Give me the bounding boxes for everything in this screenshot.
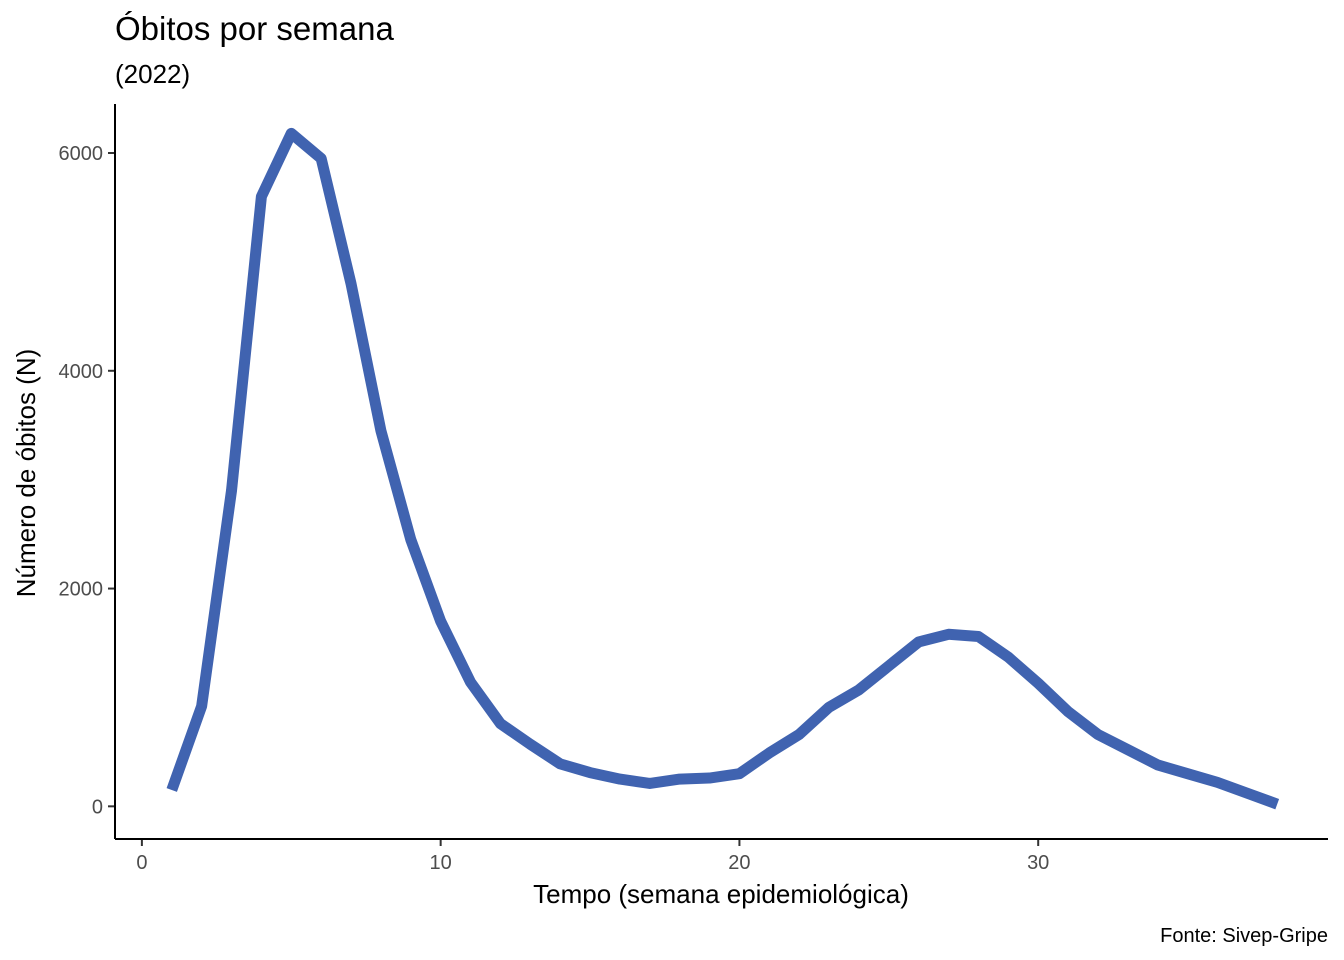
x-tick-label: 10 [430, 852, 452, 874]
y-tick-label: 2000 [59, 579, 104, 601]
x-tick-label: 30 [1027, 852, 1049, 874]
y-tick-label: 4000 [59, 361, 104, 383]
y-tick-label: 6000 [59, 143, 104, 165]
y-tick-label: 0 [92, 796, 103, 818]
series-layer [166, 127, 1280, 810]
chart-caption: Fonte: Sivep-Gripe [1160, 925, 1328, 947]
y-axis-title: Número de óbitos (N) [11, 349, 41, 598]
x-axis-ticks: 0 10 20 30 [136, 839, 1049, 874]
chart-title: Óbitos por semana [115, 10, 394, 47]
x-axis-title: Tempo (semana epidemiológica) [533, 879, 909, 909]
x-tick-label: 20 [728, 852, 750, 874]
chart-subtitle: (2022) [115, 59, 190, 89]
y-axis-ticks: 0 2000 4000 6000 [59, 143, 115, 818]
x-tick-label: 0 [136, 852, 147, 874]
series-line-0 [166, 127, 1280, 810]
